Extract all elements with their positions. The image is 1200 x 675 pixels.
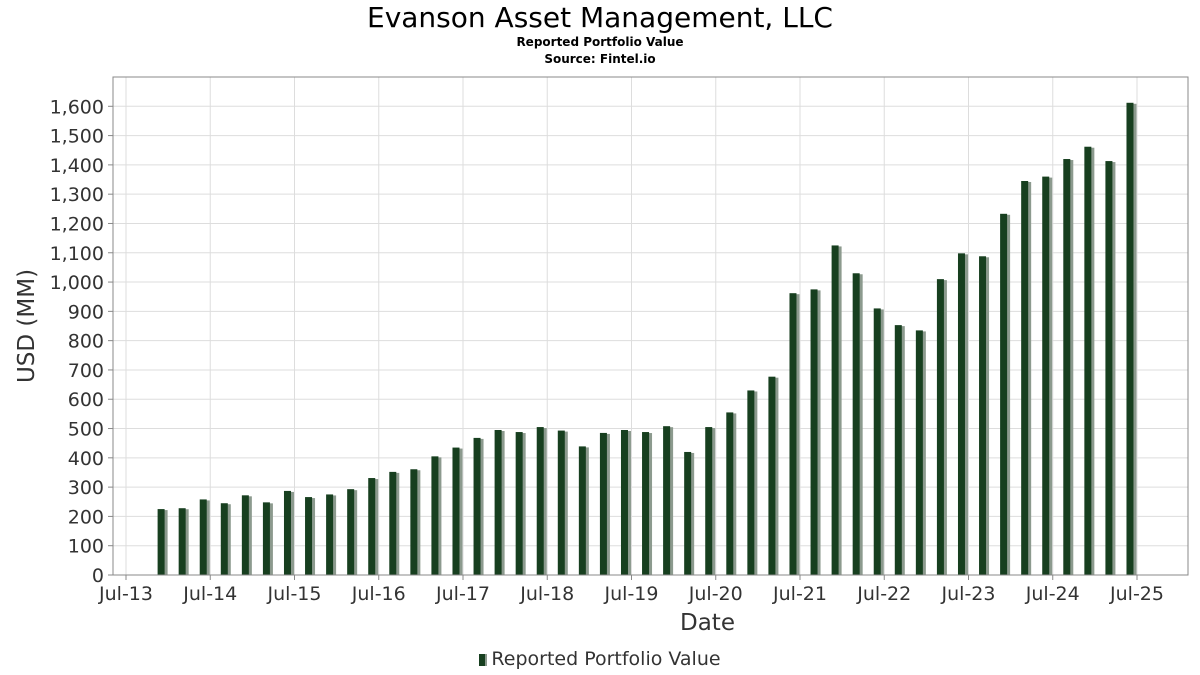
y-tick-label: 500 [68,419,104,441]
chart-source: Source: Fintel.io [544,52,656,66]
y-tick-label: 1,500 [50,126,104,148]
bar [810,289,818,575]
x-tick-label: Jul-13 [98,583,153,605]
y-tick-label: 100 [68,536,104,558]
bar [241,495,249,575]
bar [473,437,481,575]
x-tick-label: Jul-23 [941,583,996,605]
bar [979,256,987,575]
y-tick-label: 800 [68,331,104,353]
x-tick-label: Jul-16 [351,583,406,605]
bar [852,273,860,575]
bar [1126,102,1134,576]
bar [305,497,313,575]
x-tick-label: Jul-25 [1109,583,1164,605]
bar [831,245,839,576]
y-tick-label: 400 [68,448,104,470]
bar [557,430,565,575]
bar [368,478,376,575]
bar [726,412,734,575]
bar [536,427,544,575]
x-tick-label: Jul-14 [182,583,237,605]
bar [915,330,923,575]
y-tick-label: 1,600 [50,96,104,118]
bar [1063,159,1071,575]
bar [620,429,628,575]
bar [1105,161,1113,576]
bar [1000,213,1008,575]
y-tick-label: 0 [92,565,104,587]
bar [283,490,291,575]
y-tick-label: 300 [68,477,104,499]
bar [1042,176,1050,575]
y-tick-label: 600 [68,389,104,411]
bar [262,502,270,575]
y-tick-label: 1,200 [50,213,104,235]
x-tick-label: Jul-18 [519,583,574,605]
bar [747,390,755,575]
y-tick-label: 700 [68,360,104,382]
bar [157,509,165,575]
bar [894,325,902,575]
bar [789,293,797,575]
y-tick-label: 1,000 [50,272,104,294]
y-tick-label: 1,400 [50,155,104,177]
x-tick-label: Jul-15 [267,583,322,605]
bar [389,471,397,575]
plot-frame [112,76,1189,576]
y-tick-label: 1,100 [50,243,104,265]
bar [705,427,713,575]
legend-label: Reported Portfolio Value [491,648,721,670]
bar [957,253,965,575]
bar [768,376,776,575]
bar [494,429,502,575]
x-axis-label: Date [680,610,735,636]
x-tick-label: Jul-20 [688,583,743,605]
x-tick-label: Jul-21 [772,583,827,605]
x-tick-label: Jul-19 [604,583,659,605]
bar [199,499,207,575]
bar [684,451,692,575]
y-tick-label: 1,300 [50,184,104,206]
y-axis-label: USD (MM) [14,269,40,383]
bar [936,279,944,575]
bar [431,456,439,575]
bar [873,308,881,575]
bar [663,426,671,575]
chart-legend: Reported Portfolio Value [0,648,1200,670]
bar [326,494,334,575]
x-tick-label: Jul-24 [1025,583,1080,605]
bar [515,432,523,575]
chart-subtitle: Reported Portfolio Value [516,35,684,49]
bar [599,432,607,575]
bar [1021,180,1029,575]
bar [347,489,355,575]
legend-swatch [479,654,488,666]
y-tick-label: 200 [68,506,104,528]
bar [452,447,460,575]
x-tick-label: Jul-17 [435,583,490,605]
bar [178,508,186,575]
x-tick-label: Jul-22 [856,583,911,605]
bar [642,432,650,575]
bar [578,446,586,575]
y-tick-label: 900 [68,301,104,323]
chart-title: Evanson Asset Management, LLC [367,1,833,34]
bar [1084,146,1092,575]
bar [410,469,418,575]
bar [220,503,228,575]
